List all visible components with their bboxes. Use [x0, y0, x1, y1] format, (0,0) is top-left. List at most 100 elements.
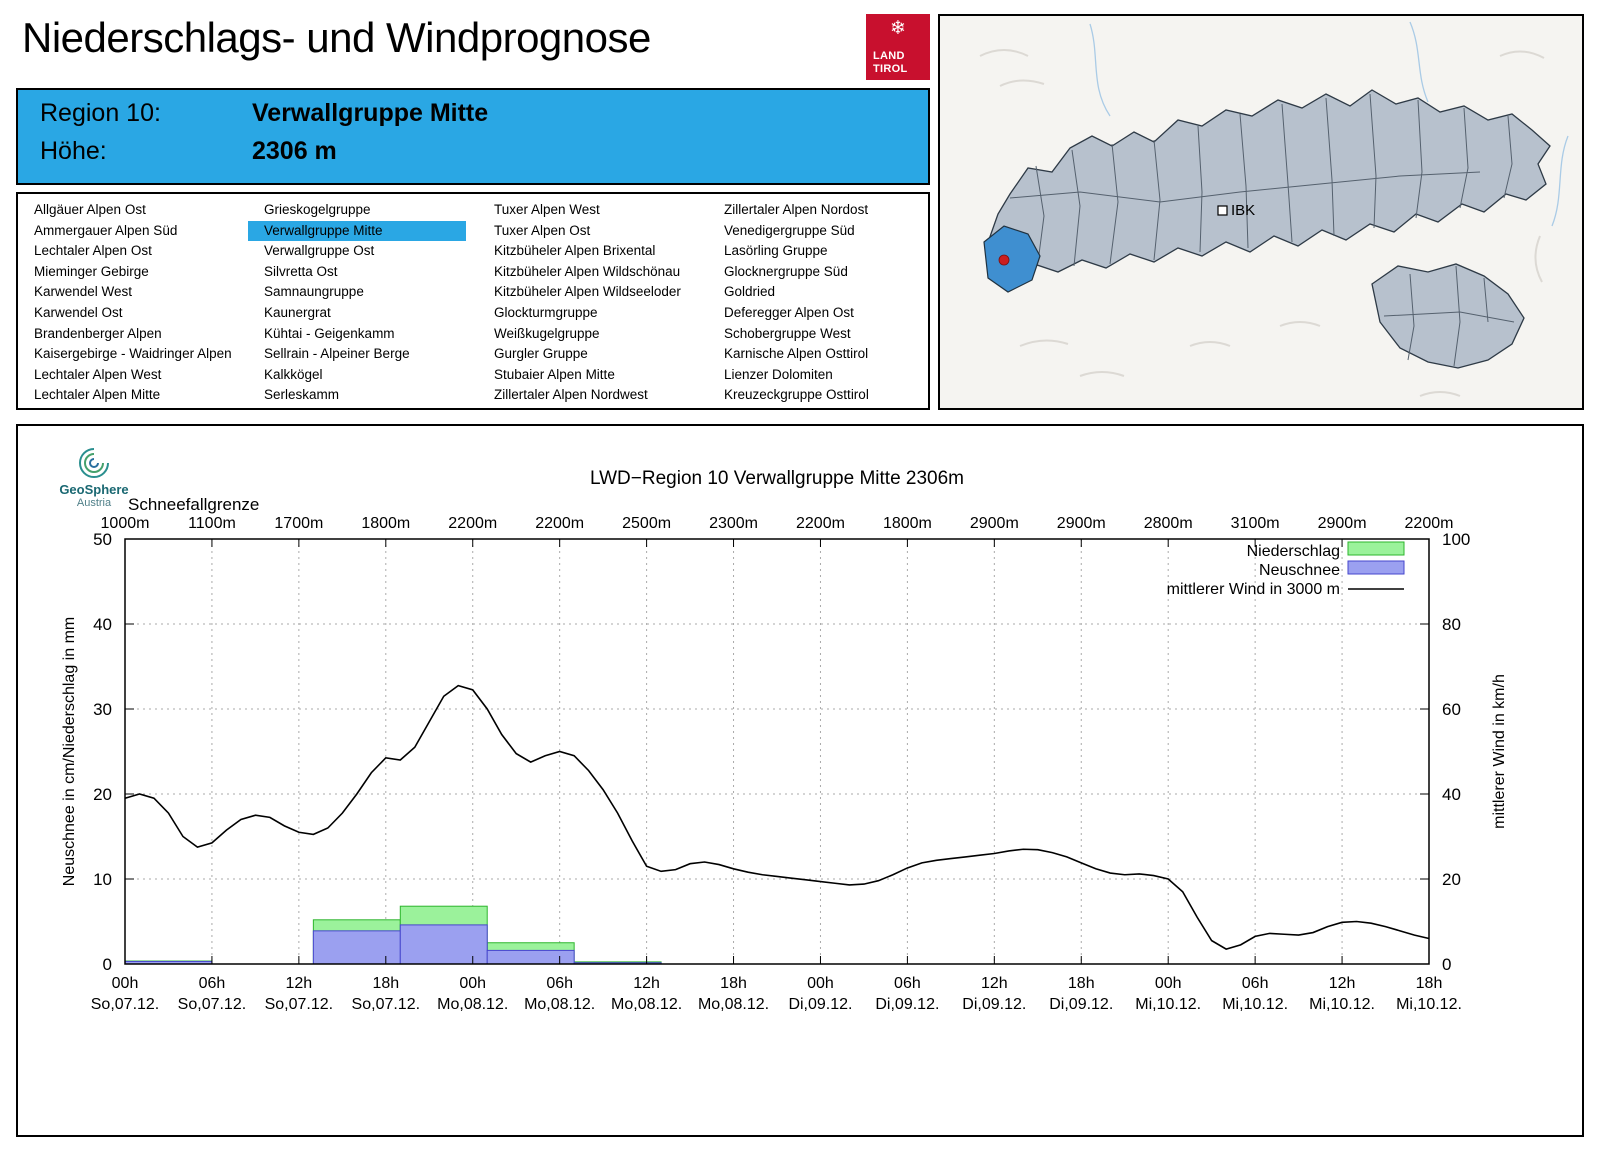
snowline-value: 1000m [101, 515, 150, 532]
y-tick-left: 30 [93, 700, 112, 719]
region-item[interactable]: Karwendel West [34, 284, 133, 300]
selected-region-shape[interactable] [983, 225, 1041, 293]
snowline-value: 2900m [970, 515, 1019, 532]
region-item[interactable]: Mieminger Gebirge [34, 263, 149, 279]
x-tick-date: So,07.12. [265, 996, 334, 1013]
region-item[interactable]: Gurgler Gruppe [494, 346, 588, 362]
region-item[interactable]: Ammergauer Alpen Süd [34, 222, 178, 238]
region-item[interactable]: Goldried [724, 284, 776, 300]
region-item[interactable]: Brandenberger Alpen [34, 325, 162, 341]
x-tick-date: Mo,08.12. [611, 996, 682, 1013]
region-item[interactable]: Tuxer Alpen Ost [494, 222, 591, 238]
region-item[interactable]: Lechtaler Alpen West [34, 366, 162, 382]
legend-label: Niederschlag [1247, 543, 1340, 560]
y-tick-right: 20 [1442, 870, 1461, 889]
axis-ticks [124, 538, 1430, 965]
region-item[interactable]: Deferegger Alpen Ost [724, 304, 854, 320]
legend-box-swatch [1347, 560, 1405, 575]
region-item[interactable]: Weißkugelgruppe [494, 325, 600, 341]
snowline-value: 1800m [883, 515, 932, 532]
region-item-selected[interactable]: Verwallgruppe Mitte [248, 220, 466, 242]
x-tick-hour: 00h [112, 975, 139, 992]
y-tick-left: 0 [103, 955, 112, 974]
y-tick-left: 50 [93, 530, 112, 549]
snowline-value: 1100m [188, 515, 236, 532]
terrain-texture [979, 49, 1545, 397]
region-item[interactable]: Grieskogelgruppe [264, 202, 371, 217]
region-item[interactable]: Karnische Alpen Osttirol [724, 346, 869, 362]
snowline-value: 2900m [1318, 515, 1367, 532]
region-item[interactable]: Kitzbüheler Alpen Brixental [494, 243, 656, 259]
selected-region-dot [998, 254, 1010, 266]
x-tick-date: So,07.12. [352, 996, 421, 1013]
x-tick-hour: 06h [199, 975, 226, 992]
x-tick-hour: 06h [1242, 975, 1269, 992]
region-item[interactable]: Tuxer Alpen West [494, 202, 600, 217]
region-item[interactable]: Lienzer Dolomiten [724, 366, 833, 382]
logo-text: LAND TIROL [873, 50, 923, 75]
region-item[interactable]: Sellrain - Alpeiner Berge [264, 346, 410, 362]
region-item[interactable]: Venedigergruppe Süd [724, 222, 855, 238]
x-tick-date: Mi,10.12. [1222, 996, 1288, 1013]
chart-legend: Niederschlag Neuschnee mittlerer Wind in 3… [1167, 541, 1405, 598]
newsnow-bars [124, 924, 662, 965]
x-tick-hour: 12h [981, 975, 1008, 992]
chart-title: LWD−Region 10 Verwallgruppe Mitte 2306m [590, 468, 964, 489]
y-tick-right: 80 [1442, 615, 1461, 634]
x-tick-hour: 18h [372, 975, 399, 992]
region-item[interactable]: Zillertaler Alpen Nordost [724, 202, 869, 217]
region-item[interactable]: Allgäuer Alpen Ost [34, 202, 146, 217]
x-tick-date: Mi,10.12. [1309, 996, 1375, 1013]
snowline-value: 2300m [709, 515, 758, 532]
region-item[interactable]: Karwendel Ost [34, 304, 123, 320]
region-item[interactable]: Kreuzeckgruppe Osttirol [724, 387, 869, 403]
snowline-value: 2800m [1144, 515, 1193, 532]
region-item[interactable]: Schobergruppe West [724, 325, 851, 341]
region-item[interactable]: Stubaier Alpen Mitte [494, 366, 615, 382]
x-tick-hour: 00h [1155, 975, 1182, 992]
y-tick-left: 20 [93, 785, 112, 804]
chart-frame [124, 538, 1430, 965]
region-item[interactable]: Silvretta Ost [264, 263, 338, 279]
region-column: Allgäuer Alpen Ost Ammergauer Alpen Süd Le… [18, 200, 248, 408]
x-tick-date: Di,09.12. [875, 996, 939, 1013]
forecast-chart: LWD−Region 10 Verwallgruppe Mitte 2306m S… [61, 468, 1508, 1013]
legend-label: Neuschnee [1259, 562, 1340, 579]
y-tick-right: 0 [1442, 955, 1451, 974]
geosphere-sub: Austria [76, 497, 112, 510]
region-item[interactable]: Serleskamm [264, 387, 340, 403]
region-item[interactable]: Samnaungruppe [264, 284, 364, 300]
region-item[interactable]: Lasörling Gruppe [724, 243, 828, 259]
ibk-marker [1217, 205, 1228, 216]
snowline-value: 1700m [274, 515, 323, 532]
region-item[interactable]: Verwallgruppe Ost [264, 243, 375, 259]
region-item[interactable]: Kaunergrat [264, 304, 331, 320]
x-tick-date: Mo,08.12. [437, 996, 508, 1013]
logo-line1: LAND [873, 50, 905, 63]
y-tick-left: 40 [93, 615, 112, 634]
snowline-value: 2200m [1405, 515, 1454, 532]
region-item[interactable]: Kitzbüheler Alpen Wildschönau [494, 263, 681, 279]
map-regions[interactable] [985, 89, 1551, 369]
snowline-label: Schneefallgrenze [128, 495, 259, 514]
region-item[interactable]: Kaisergebirge - Waidringer Alpen [34, 346, 232, 362]
region-item[interactable]: Lechtaler Alpen Mitte [34, 387, 161, 403]
region-list: Allgäuer Alpen Ost Ammergauer Alpen Süd Le… [16, 192, 930, 410]
region-item[interactable]: Kühtai - Geigenkamm [264, 325, 395, 341]
x-tick-hour: 18h [720, 975, 747, 992]
region-item[interactable]: Glocknergruppe Süd [724, 263, 848, 279]
region-item[interactable]: Lechtaler Alpen Ost [34, 243, 152, 259]
snowline-value: 2200m [535, 515, 584, 532]
region-item[interactable]: Kitzbüheler Alpen Wildseeloder [494, 284, 681, 300]
region-item[interactable]: Glockturmgruppe [494, 304, 598, 320]
snowflake-icon: ❄ [890, 18, 906, 39]
region-item[interactable]: Zillertaler Alpen Nordwest [494, 387, 648, 403]
wind-line [124, 684, 1430, 950]
x-tick-date: Mo,08.12. [698, 996, 769, 1013]
region-item[interactable]: Kalkkögel [264, 366, 323, 382]
x-tick-hour: 18h [1416, 975, 1443, 992]
x-tick-hour: 06h [546, 975, 573, 992]
legend-box-swatch [1347, 541, 1405, 556]
region-column: Grieskogelgruppe Verwallgruppe Mitte Verwa… [248, 200, 478, 408]
chart-panel: LWD−Region 10 Verwallgruppe Mitte 2306m S… [16, 424, 1584, 1137]
